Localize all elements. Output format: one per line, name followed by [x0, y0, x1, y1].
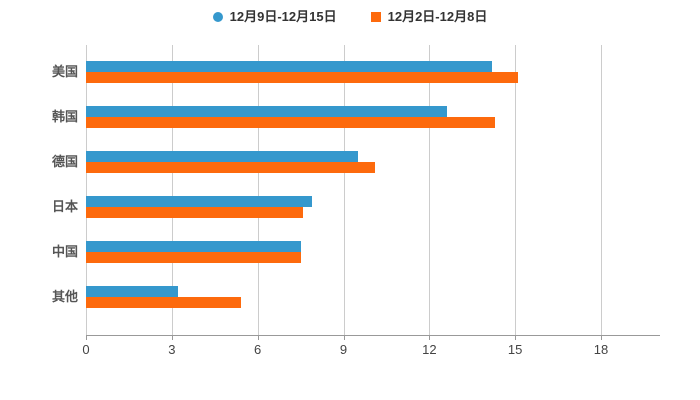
bar-韩国-series1: [86, 106, 447, 117]
bar-其他-series2: [86, 297, 241, 308]
tick-mark-6: [257, 335, 259, 340]
tick-mark-9: [343, 335, 345, 340]
bar-中国-series2: [86, 252, 301, 263]
tick-mark-12: [429, 335, 431, 340]
legend-item-week2[interactable]: 12月9日-12月15日: [212, 6, 337, 28]
chart-legend: 12月9日-12月15日 12月2日-12月8日: [0, 6, 700, 28]
legend-label-week2: 12月9日-12月15日: [229, 9, 337, 24]
category-label-1: 美国: [51, 64, 78, 79]
category-label-5: 中国: [51, 244, 78, 259]
tick-mark-0: [86, 335, 87, 340]
x-tick-label: 15: [507, 342, 523, 357]
gridline-x-15: [515, 45, 517, 335]
tick-mark-15: [515, 335, 517, 340]
bar-日本-series2: [86, 207, 304, 218]
bar-德国-series1: [86, 151, 358, 162]
legend-item-week1[interactable]: 12月2日-12月8日: [370, 6, 488, 28]
bar-日本-series1: [86, 196, 313, 207]
x-tick-label: 0: [82, 342, 90, 357]
category-label-6: 其他: [51, 289, 78, 304]
category-label-3: 德国: [51, 154, 78, 169]
category-label-2: 韩国: [51, 109, 78, 124]
x-tick-label: 9: [339, 342, 348, 357]
legend-label-week1: 12月2日-12月8日: [387, 9, 488, 24]
bar-中国-series1: [86, 241, 301, 252]
category-label-4: 日本: [51, 199, 78, 214]
orange-square-marker: [370, 12, 381, 22]
x-tick-label: 6: [254, 342, 262, 357]
x-tick-label: 18: [593, 342, 609, 357]
blue-circle-marker: [212, 12, 223, 22]
bar-美国-series2: [86, 72, 519, 83]
tick-mark-3: [171, 335, 173, 340]
gridline-x-3: [171, 45, 173, 335]
gridline-x-0: [86, 45, 87, 335]
gridline-x-12: [429, 45, 431, 335]
tick-mark-18: [601, 335, 602, 340]
x-axis-line: [86, 335, 660, 336]
bar-其他-series1: [86, 286, 178, 297]
gridline-x-9: [343, 45, 345, 335]
bar-德国-series2: [86, 162, 375, 173]
gridline-x-6: [257, 45, 259, 335]
bar-韩国-series2: [86, 117, 496, 128]
bar-美国-series1: [86, 61, 493, 72]
x-tick-label: 12: [422, 342, 437, 357]
gridline-x-18: [601, 45, 602, 335]
x-tick-label: 3: [168, 342, 176, 357]
